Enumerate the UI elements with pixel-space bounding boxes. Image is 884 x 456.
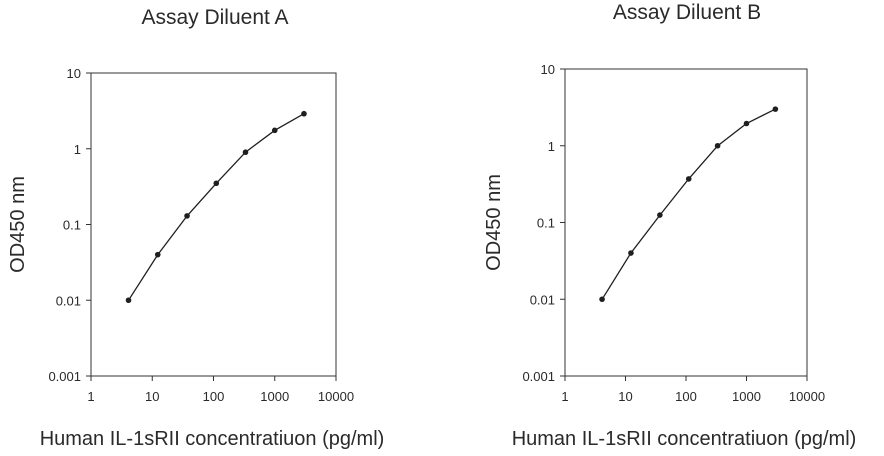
chart-1-data-point bbox=[271, 127, 278, 134]
chart-2-x-tick-label: 10000 bbox=[789, 389, 825, 404]
chart-1-x-tick-label: 10000 bbox=[318, 389, 354, 404]
chart-2-y-tick-label: 0.001 bbox=[522, 369, 555, 384]
chart-1-y-tick-label: 10 bbox=[67, 66, 81, 81]
chart-1-y-tick-label: 0.001 bbox=[48, 369, 81, 384]
chart-2-y-tick-label: 1 bbox=[548, 139, 555, 154]
chart-2-series-line bbox=[601, 108, 776, 300]
chart-2-data-point bbox=[743, 120, 750, 127]
chart-2-data-point bbox=[599, 296, 605, 303]
chart-1-x-tick-label: 1 bbox=[87, 389, 94, 404]
chart-1-plot-frame bbox=[90, 72, 337, 377]
chart-1-data-point bbox=[154, 251, 161, 258]
chart-1-y-axis-label: OD450 nm bbox=[7, 176, 29, 273]
chart-1-data-point bbox=[213, 180, 220, 187]
chart-2-x-tick-label: 100 bbox=[675, 389, 697, 404]
chart-1-x-tick-label: 1000 bbox=[260, 389, 289, 404]
chart-2-x-tick-label: 10 bbox=[618, 389, 632, 404]
chart-2-data-point bbox=[657, 212, 663, 218]
chart-2-y-tick-label: 0.01 bbox=[530, 292, 555, 307]
chart-1-title: Assay Diluent A bbox=[141, 6, 288, 29]
chart-2-data-point bbox=[685, 176, 692, 182]
chart-2-plot-frame bbox=[564, 68, 808, 377]
chart-1-y-tick-label: 0.1 bbox=[63, 218, 81, 233]
chart-2-y-axis-label: OD450 nm bbox=[483, 174, 505, 271]
chart-1-x-tick-label: 100 bbox=[203, 389, 225, 404]
chart-2-data-point bbox=[772, 106, 779, 112]
chart-2-title: Assay Diluent B bbox=[613, 1, 761, 24]
chart-2-y-tick-label: 0.1 bbox=[537, 216, 555, 231]
chart-2-y-tick-label: 10 bbox=[541, 62, 555, 77]
chart-2-data-point bbox=[714, 142, 721, 149]
chart-2-data-point bbox=[628, 250, 634, 256]
chart-2-x-tick-label: 1 bbox=[561, 389, 568, 404]
chart-2-x-tick-label: 1000 bbox=[732, 389, 761, 404]
chart-1-data-point bbox=[125, 297, 132, 304]
chart-1-x-axis-label: Human IL-1sRII concentratiuon (pg/ml) bbox=[40, 428, 385, 450]
chart-1-data-point bbox=[301, 110, 307, 117]
chart-2-x-axis-label: Human IL-1sRII concentratiuon (pg/ml) bbox=[512, 428, 857, 450]
chart-1-y-tick-label: 1 bbox=[74, 142, 81, 157]
chart-1-y-tick-label: 0.01 bbox=[56, 293, 81, 308]
chart-1-data-point bbox=[184, 213, 190, 219]
chart-1-x-tick-label: 10 bbox=[145, 389, 159, 404]
chart-1-data-point bbox=[242, 149, 249, 156]
chart-1-series-line bbox=[127, 113, 305, 301]
